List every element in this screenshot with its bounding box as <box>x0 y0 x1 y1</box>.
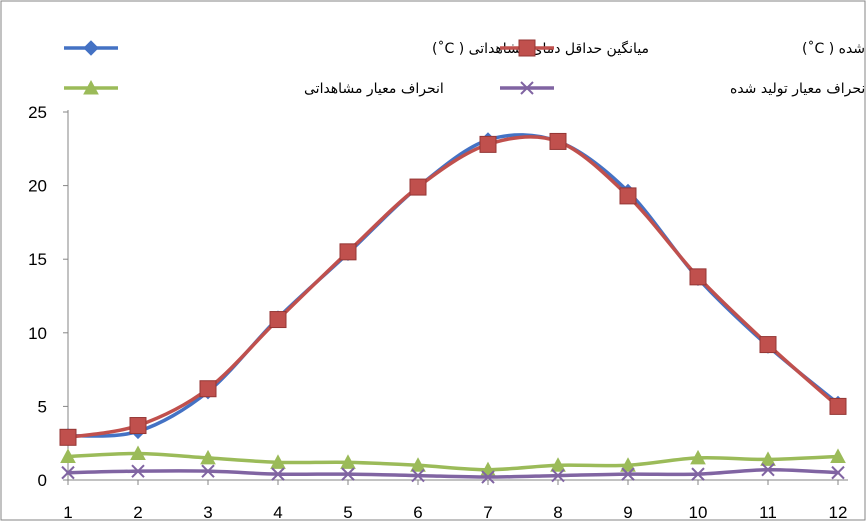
data-point-generated-std <box>201 464 215 478</box>
x-tick-label: 3 <box>203 503 212 521</box>
data-point-generated-std <box>61 465 75 480</box>
legend-marker-sample <box>83 79 99 95</box>
legend-sample-observed-std <box>64 79 118 95</box>
data-point-generated-mean <box>199 380 217 398</box>
plot-area <box>59 132 847 484</box>
data-point-observed-std <box>620 457 636 472</box>
y-tick-label: 5 <box>38 397 47 416</box>
legend-marker-sample <box>518 39 536 57</box>
y-tick-label: 0 <box>38 471 47 490</box>
y-tick-label: 15 <box>28 250 47 269</box>
data-point-generated-std <box>691 467 705 481</box>
x-tick-label: 5 <box>343 503 352 521</box>
x-tick-label: 6 <box>413 503 422 521</box>
x-tick-label: 7 <box>483 503 492 521</box>
data-point-observed-std <box>340 454 356 469</box>
data-point-generated-std <box>761 462 775 477</box>
data-point-generated-mean <box>269 311 287 329</box>
series-line-observed-std <box>66 451 840 472</box>
data-point-generated-mean <box>59 428 77 446</box>
data-point-generated-mean <box>829 397 847 415</box>
data-point-observed-std <box>550 457 566 472</box>
data-point-generated-std <box>481 470 495 484</box>
legend-sample-generated-std <box>500 81 554 95</box>
series-line-generated-std <box>66 467 840 479</box>
data-point-observed-std <box>760 451 776 466</box>
legend-item-generated-std: انحراف معیار تولید شده <box>500 81 866 97</box>
legend-marker-sample <box>520 81 534 95</box>
data-point-generated-mean <box>549 132 567 150</box>
data-point-generated-mean <box>619 187 637 205</box>
data-point-observed-std <box>830 448 846 463</box>
data-point-generated-std <box>621 467 635 481</box>
data-point-observed-std <box>270 454 286 469</box>
data-point-observed-std <box>60 448 76 463</box>
data-point-generated-std <box>131 464 145 478</box>
data-point-generated-mean <box>339 243 357 261</box>
y-tick-label: 20 <box>28 177 47 196</box>
x-tick-label: 4 <box>273 503 282 521</box>
data-point-generated-mean <box>689 268 707 286</box>
series-generated-mean <box>59 132 847 446</box>
data-point-generated-mean <box>759 336 777 354</box>
legend-sample-observed-mean <box>64 40 118 56</box>
legend-marker-sample <box>83 40 99 56</box>
legend: میانگین حداقل دمای مشاهداتی ( C˚) میانگی… <box>64 39 866 97</box>
x-tick-label: 10 <box>689 503 708 521</box>
data-point-observed-std <box>130 445 146 461</box>
data-point-generated-std <box>831 465 845 480</box>
x-tick-label: 9 <box>623 503 632 521</box>
x-tick-label: 8 <box>553 503 562 521</box>
data-point-observed-std <box>410 457 426 472</box>
data-point-observed-std <box>690 449 706 465</box>
series-generated-std <box>61 462 845 484</box>
legend-label-observed-std: انحراف معیار مشاهداتی <box>304 81 444 97</box>
x-tick-label: 12 <box>829 503 848 521</box>
data-point-observed-std <box>200 449 216 465</box>
data-point-generated-mean <box>479 135 497 153</box>
data-point-generated-mean <box>129 417 147 435</box>
legend-item-observed-std: انحراف معیار مشاهداتی <box>64 79 444 97</box>
data-point-generated-mean <box>409 178 427 196</box>
y-tick-label: 10 <box>28 324 47 343</box>
data-point-generated-std <box>551 468 565 483</box>
legend-label-generated-std: انحراف معیار تولید شده <box>730 81 866 97</box>
x-tick-label: 2 <box>133 503 142 521</box>
x-tick-label: 11 <box>759 503 777 521</box>
legend-item-generated-mean: میانگین حداقل دمای تولید شده ( C˚) <box>500 39 866 57</box>
data-point-generated-std <box>411 468 425 483</box>
data-point-generated-std <box>341 467 355 481</box>
x-tick-label: 1 <box>63 503 72 521</box>
y-tick-label: 25 <box>28 103 47 122</box>
data-point-generated-std <box>271 467 285 481</box>
legend-sample-generated-mean <box>500 39 554 57</box>
legend-label-generated-mean: میانگین حداقل دمای تولید شده ( C˚) <box>802 40 866 57</box>
